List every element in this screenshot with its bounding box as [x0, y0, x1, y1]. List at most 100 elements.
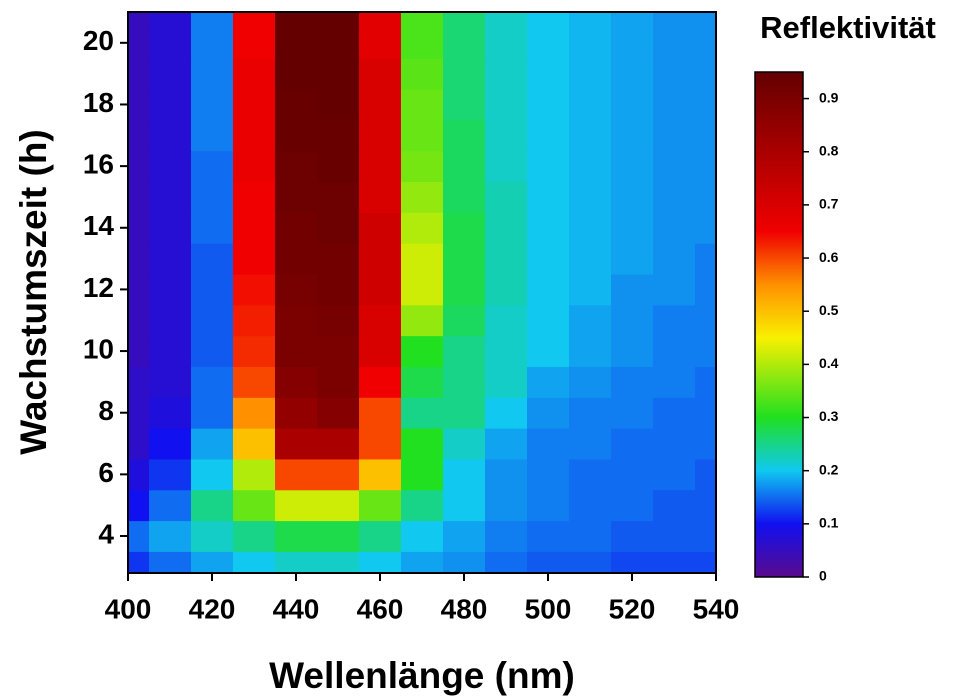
heatmap-cell [233, 274, 276, 306]
heatmap-cell [401, 428, 444, 460]
heatmap-cell [233, 428, 276, 460]
heatmap-cell [317, 458, 360, 491]
heatmap-cell [695, 243, 716, 275]
heatmap-cell [695, 458, 716, 491]
heatmap-cell [695, 366, 716, 398]
heatmap-cell [317, 551, 360, 573]
heatmap-cell [611, 119, 654, 152]
heatmap-cell [653, 243, 696, 275]
heatmap-cell [191, 243, 234, 275]
heatmap-cell [128, 181, 150, 213]
heatmap-cell [485, 27, 528, 59]
heatmap-cell [233, 27, 276, 59]
heatmap-cell [611, 58, 654, 90]
heatmap-cell [611, 212, 654, 244]
colorbar-tick-label: 0.8 [819, 142, 839, 158]
heatmap-cell [401, 458, 444, 491]
heatmap-cell [569, 274, 612, 306]
heatmap-cell [695, 274, 716, 306]
heatmap-cell [275, 397, 318, 429]
heatmap-cell [233, 89, 276, 121]
colorbar-tick-label: 0.6 [819, 249, 839, 265]
heatmap-cell [191, 27, 234, 59]
heatmap-cell [401, 551, 444, 573]
heatmap-cell [275, 89, 318, 121]
heatmap-cell [527, 489, 570, 522]
heatmap-cell [233, 181, 276, 213]
heatmap-cell [569, 12, 612, 28]
heatmap-cell [317, 89, 360, 121]
heatmap-cell [401, 335, 444, 367]
heatmap-cell [569, 551, 612, 573]
x-tick-label: 480 [441, 593, 488, 624]
y-tick-label: 4 [98, 518, 114, 549]
heatmap-cell [695, 27, 716, 59]
heatmap-cell [275, 181, 318, 213]
heatmap-cell [611, 335, 654, 367]
heatmap-cell [611, 181, 654, 213]
heatmap-cell [611, 489, 654, 522]
heatmap-cell [485, 243, 528, 275]
heatmap-cell [653, 458, 696, 491]
heatmap-cell [401, 181, 444, 213]
heatmap-cell [233, 397, 276, 429]
heatmap-cell [569, 335, 612, 367]
heatmap-cell [233, 489, 276, 522]
heatmap-cell [275, 366, 318, 398]
heatmap-cell [653, 335, 696, 367]
heatmap-cell [443, 150, 486, 183]
heatmap-cell [401, 243, 444, 275]
heatmap-cell [128, 150, 150, 183]
heatmap-cell [611, 428, 654, 460]
heatmap-cell [359, 551, 402, 573]
heatmap-cell [191, 366, 234, 398]
heatmap-cell [569, 243, 612, 275]
heatmap-cell [317, 27, 360, 59]
heatmap-cell [485, 366, 528, 398]
heatmap-cell [527, 274, 570, 306]
heatmap-cell [317, 428, 360, 460]
heatmap-cell [485, 551, 528, 573]
heatmap-cell [695, 551, 716, 573]
heatmap-cell [443, 489, 486, 522]
heatmap-cell [485, 458, 528, 491]
heatmap-cell [527, 397, 570, 429]
heatmap-cell [191, 397, 234, 429]
heatmap-cell [611, 520, 654, 552]
heatmap-cell [401, 366, 444, 398]
heatmap-cell [275, 58, 318, 90]
heatmap-cell [443, 551, 486, 573]
heatmap-cell [191, 181, 234, 213]
heatmap-cell [275, 150, 318, 183]
heatmap-cell [653, 489, 696, 522]
heatmap-cell [401, 58, 444, 90]
x-axis-label: Wellenlänge (nm) [269, 655, 575, 696]
heatmap-cell [359, 89, 402, 121]
heatmap-cell [401, 12, 444, 28]
heatmap-cell [233, 150, 276, 183]
x-tick-label: 540 [693, 593, 740, 624]
heatmap-cell [611, 274, 654, 306]
heatmap-cell [317, 150, 360, 183]
heatmap-cell [569, 181, 612, 213]
heatmap-cell [527, 181, 570, 213]
heatmap-cell [611, 12, 654, 28]
heatmap-cell [611, 27, 654, 59]
y-axis-label: Wachstumszeit (h) [13, 129, 54, 454]
heatmap-cell [485, 212, 528, 244]
heatmap-cell [401, 212, 444, 244]
heatmap-cell [149, 366, 192, 398]
heatmap-cell [149, 89, 192, 121]
heatmap-cell [569, 304, 612, 337]
heatmap-cell [485, 335, 528, 367]
heatmap-cell [695, 335, 716, 367]
colorbar-tick-label: 0.4 [819, 355, 839, 371]
heatmap-cell [149, 243, 192, 275]
heatmap-cell [233, 12, 276, 28]
heatmap-cell [401, 397, 444, 429]
heatmap-cell [485, 520, 528, 552]
heatmap-cell [443, 304, 486, 337]
heatmap-cell [317, 274, 360, 306]
heatmap-cell [695, 150, 716, 183]
heatmap-cell [128, 489, 150, 522]
